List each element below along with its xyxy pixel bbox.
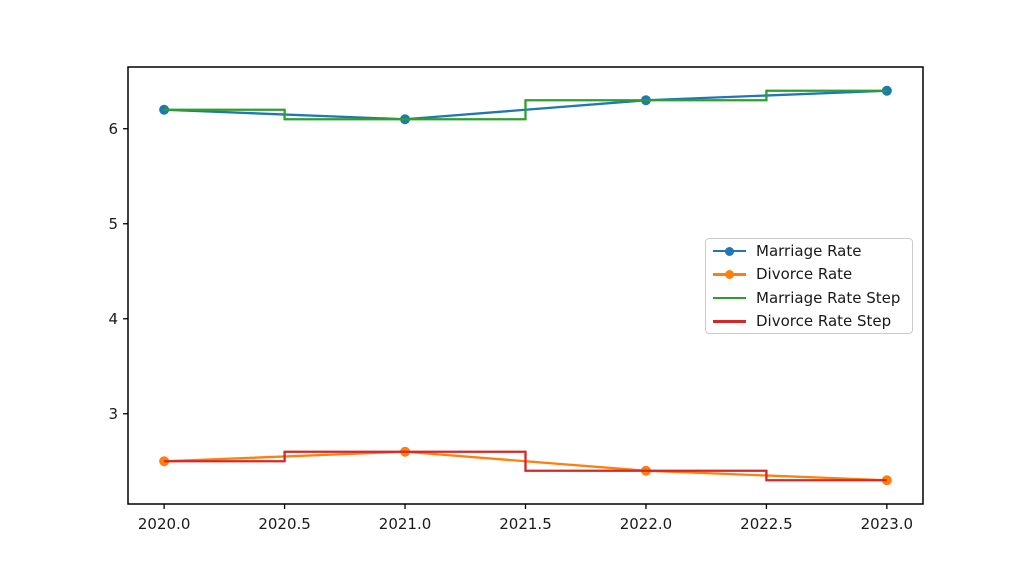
- legend-entry-divorce-rate-step: Divorce Rate Step: [706, 310, 912, 334]
- legend-entry-marriage-rate-step: Marriage Rate Step: [706, 286, 912, 310]
- legend-line-sample: [713, 268, 746, 280]
- y-tick-label: 4: [108, 310, 118, 328]
- legend-label: Marriage Rate: [756, 241, 862, 260]
- legend-label: Divorce Rate Step: [756, 312, 892, 331]
- legend-entry-marriage-rate: Marriage Rate: [706, 239, 912, 263]
- legend-line-sample: [713, 245, 746, 257]
- legend-line-sample: [713, 292, 746, 304]
- series-line-3: [164, 450, 887, 482]
- legend-label: Marriage Rate Step: [756, 288, 901, 307]
- legend-line-sample: [713, 315, 746, 327]
- x-tick-label: 2022.0: [620, 515, 673, 533]
- x-tick-label: 2021.5: [499, 515, 552, 533]
- y-tick-label: 5: [108, 215, 118, 233]
- x-tick-label: 2020.0: [138, 515, 191, 533]
- y-tick-label: 6: [108, 120, 118, 138]
- x-tick-label: 2023.0: [861, 515, 914, 533]
- x-tick-label: 2020.5: [258, 515, 311, 533]
- y-tick-label: 3: [108, 405, 118, 423]
- series-line-2: [164, 89, 887, 121]
- x-tick-label: 2021.0: [379, 515, 432, 533]
- legend-label: Divorce Rate: [756, 265, 853, 284]
- legend-entry-divorce-rate: Divorce Rate: [706, 263, 912, 287]
- x-tick-label: 2022.5: [740, 515, 793, 533]
- legend: Marriage Rate Divorce Rate Marriage Rate…: [705, 238, 913, 334]
- plot-border: [127, 66, 924, 505]
